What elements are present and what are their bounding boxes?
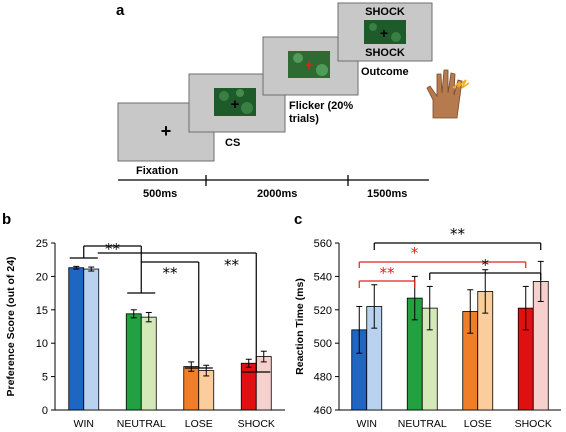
chart-preference-score: 0 5 10 15 20 25 Preference Score (out of 24) WI… <box>5 238 285 430</box>
category-label-win: WIN <box>74 418 94 430</box>
cs-cross-icon: + <box>231 96 240 113</box>
y-tick-label: 480 <box>314 372 332 384</box>
bar-neutral-s1 <box>125 313 142 411</box>
category-label-neutral: NEUTRAL <box>117 418 166 430</box>
panel-c-letter: c <box>294 211 302 228</box>
y-tick-label: 25 <box>36 238 48 250</box>
bar-win-s2 <box>83 268 100 411</box>
timeline: 500ms 2000ms 1500ms <box>118 175 429 200</box>
y-tick-label: 0 <box>42 405 48 417</box>
bar-lose-s2 <box>198 370 215 411</box>
significance-label: * <box>482 256 490 274</box>
panel-b-letter: b <box>2 211 11 228</box>
fixation-cross-icon: + <box>161 121 172 141</box>
hand-shock-icon <box>426 69 470 119</box>
shock-top-label: SHOCK <box>365 6 405 18</box>
y-tick-label: 20 <box>36 271 48 283</box>
panel-a: a + Fixation + CS + Flicker (20% trials) <box>116 2 470 200</box>
flicker-cross-icon: + <box>305 57 314 74</box>
flicker-label-line2: trials) <box>289 113 319 125</box>
outcome-label: Outcome <box>361 66 409 78</box>
outcome-screen: SHOCK + SHOCK <box>337 2 433 62</box>
outcome-cross-icon: + <box>380 25 388 41</box>
y-axis-title: Reaction Time (ms) <box>294 278 306 375</box>
shock-bottom-label: SHOCK <box>365 47 405 59</box>
y-tick-label: 540 <box>314 271 332 283</box>
significance-label: ** <box>450 225 466 243</box>
category-label-neutral: NEUTRAL <box>398 418 447 430</box>
y-tick-label: 5 <box>42 372 48 384</box>
chart-reaction-time: 460 480 500 520 540 560 Reaction Time (ms) WIN N… <box>294 225 561 430</box>
bar-shock-s2 <box>255 356 272 411</box>
significance-label: ** <box>105 240 121 258</box>
category-label-lose: LOSE <box>464 418 492 430</box>
bar-neutral-s2 <box>140 316 157 411</box>
cs-label: CS <box>225 137 240 149</box>
y-tick-label: 500 <box>314 338 332 350</box>
y-tick-label: 10 <box>36 338 48 350</box>
bar-win-s1 <box>68 267 85 411</box>
flicker-label-line1: Flicker (20% <box>289 100 353 112</box>
y-axis-title: Preference Score (out of 24) <box>5 256 17 396</box>
timeline-2000ms: 2000ms <box>257 188 297 200</box>
significance-label: ** <box>224 256 240 274</box>
significance-label: * <box>411 244 419 262</box>
significance-label: ** <box>380 264 396 282</box>
panel-a-letter: a <box>116 2 125 19</box>
timeline-500ms: 500ms <box>143 188 177 200</box>
category-label-shock: SHOCK <box>515 418 552 430</box>
timeline-1500ms: 1500ms <box>367 188 407 200</box>
y-tick-label: 560 <box>314 238 332 250</box>
y-tick-label: 460 <box>314 405 332 417</box>
significance-label: ** <box>163 264 179 282</box>
cs-screen: + <box>188 73 286 133</box>
category-label-shock: SHOCK <box>238 418 275 430</box>
bar-shock-s1 <box>240 362 257 411</box>
y-tick-label: 15 <box>36 305 48 317</box>
bar-lose-s1 <box>183 366 200 411</box>
category-label-lose: LOSE <box>185 418 213 430</box>
fixation-label: Fixation <box>136 165 178 177</box>
category-label-win: WIN <box>357 418 377 430</box>
y-tick-label: 520 <box>314 305 332 317</box>
